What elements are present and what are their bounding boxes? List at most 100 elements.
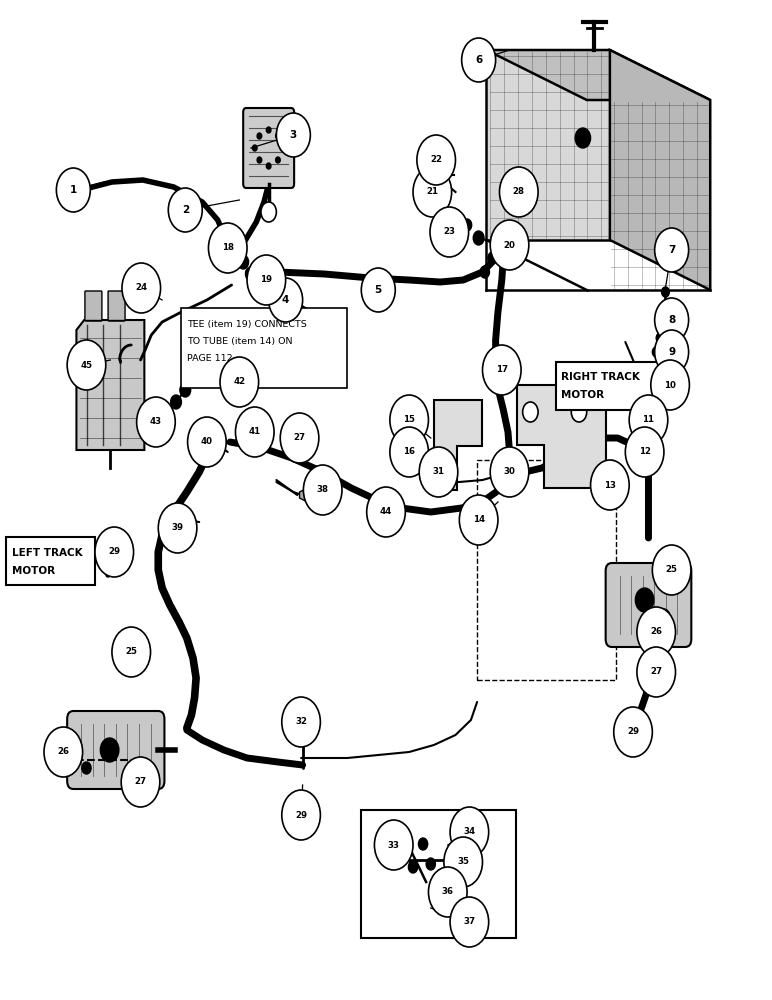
- Text: 30: 30: [503, 468, 516, 477]
- Circle shape: [482, 345, 521, 395]
- Circle shape: [168, 188, 202, 232]
- Circle shape: [614, 707, 652, 757]
- Circle shape: [462, 38, 496, 82]
- Text: 38: 38: [317, 486, 329, 494]
- Circle shape: [296, 448, 303, 456]
- FancyBboxPatch shape: [67, 711, 164, 789]
- Circle shape: [523, 402, 538, 422]
- Circle shape: [450, 807, 489, 857]
- FancyBboxPatch shape: [181, 308, 347, 388]
- Circle shape: [651, 360, 689, 410]
- Text: MOTOR: MOTOR: [561, 390, 604, 400]
- Text: 13: 13: [604, 481, 616, 489]
- Text: 4: 4: [282, 295, 290, 305]
- Text: 3: 3: [290, 130, 297, 140]
- Circle shape: [161, 408, 171, 422]
- Text: 29: 29: [295, 810, 307, 820]
- Text: 28: 28: [513, 188, 525, 196]
- Circle shape: [575, 128, 591, 148]
- Text: 5: 5: [374, 285, 382, 295]
- FancyBboxPatch shape: [375, 502, 400, 520]
- Polygon shape: [517, 385, 606, 488]
- Circle shape: [408, 861, 418, 873]
- Circle shape: [656, 610, 669, 626]
- Text: 32: 32: [295, 718, 307, 726]
- Circle shape: [426, 858, 435, 870]
- Circle shape: [361, 268, 395, 312]
- Text: 10: 10: [664, 380, 676, 389]
- Circle shape: [444, 837, 482, 887]
- Circle shape: [418, 838, 428, 850]
- Circle shape: [662, 287, 669, 297]
- Text: LEFT TRACK: LEFT TRACK: [12, 548, 82, 558]
- Text: 29: 29: [108, 548, 120, 556]
- Polygon shape: [610, 50, 710, 290]
- Text: 44: 44: [380, 508, 392, 516]
- Circle shape: [44, 727, 83, 777]
- Circle shape: [390, 395, 428, 445]
- Circle shape: [180, 383, 191, 397]
- Circle shape: [367, 487, 405, 537]
- Text: 29: 29: [627, 728, 639, 736]
- Circle shape: [655, 330, 689, 374]
- Circle shape: [280, 413, 319, 463]
- Circle shape: [137, 397, 175, 447]
- FancyBboxPatch shape: [108, 291, 125, 321]
- Text: 20: 20: [503, 240, 516, 249]
- Circle shape: [247, 255, 286, 305]
- Circle shape: [266, 163, 271, 169]
- Text: 26: 26: [650, 628, 662, 637]
- Circle shape: [652, 347, 660, 357]
- Circle shape: [625, 427, 664, 477]
- Circle shape: [229, 243, 240, 257]
- Circle shape: [82, 762, 91, 774]
- Circle shape: [208, 223, 247, 273]
- Circle shape: [171, 395, 181, 409]
- Circle shape: [658, 609, 670, 625]
- Text: 36: 36: [442, 888, 454, 896]
- Text: 25: 25: [665, 566, 678, 574]
- Text: 1: 1: [69, 185, 77, 195]
- Circle shape: [513, 174, 525, 190]
- Circle shape: [235, 407, 274, 457]
- Text: 27: 27: [650, 668, 662, 676]
- Circle shape: [413, 167, 452, 217]
- FancyBboxPatch shape: [243, 108, 294, 188]
- Circle shape: [188, 417, 226, 467]
- Text: 34: 34: [463, 828, 476, 836]
- Text: 22: 22: [430, 155, 442, 164]
- Circle shape: [419, 447, 458, 497]
- Text: 7: 7: [668, 245, 676, 255]
- FancyBboxPatch shape: [556, 362, 662, 410]
- Text: 39: 39: [171, 524, 184, 532]
- Circle shape: [280, 145, 285, 151]
- Text: 41: 41: [249, 428, 261, 436]
- Text: 23: 23: [443, 228, 455, 236]
- Text: 14: 14: [472, 516, 485, 524]
- Circle shape: [473, 231, 484, 245]
- Circle shape: [276, 113, 310, 157]
- Circle shape: [238, 255, 249, 269]
- Text: 9: 9: [668, 347, 676, 357]
- Circle shape: [158, 503, 197, 553]
- Text: 33: 33: [388, 840, 400, 850]
- Text: 40: 40: [201, 438, 213, 446]
- FancyBboxPatch shape: [6, 537, 95, 585]
- Text: 11: 11: [642, 416, 655, 424]
- Circle shape: [658, 629, 667, 641]
- Circle shape: [257, 133, 262, 139]
- Circle shape: [591, 460, 629, 510]
- Circle shape: [637, 647, 676, 697]
- Text: 43: 43: [150, 418, 162, 426]
- Circle shape: [571, 402, 587, 422]
- Circle shape: [430, 207, 469, 257]
- Circle shape: [499, 167, 538, 217]
- FancyBboxPatch shape: [85, 291, 102, 321]
- Text: 6: 6: [475, 55, 482, 65]
- Circle shape: [459, 495, 498, 545]
- Text: 26: 26: [57, 748, 69, 756]
- Text: 31: 31: [432, 468, 445, 477]
- Text: 24: 24: [135, 284, 147, 292]
- Polygon shape: [76, 320, 144, 450]
- Circle shape: [211, 445, 222, 459]
